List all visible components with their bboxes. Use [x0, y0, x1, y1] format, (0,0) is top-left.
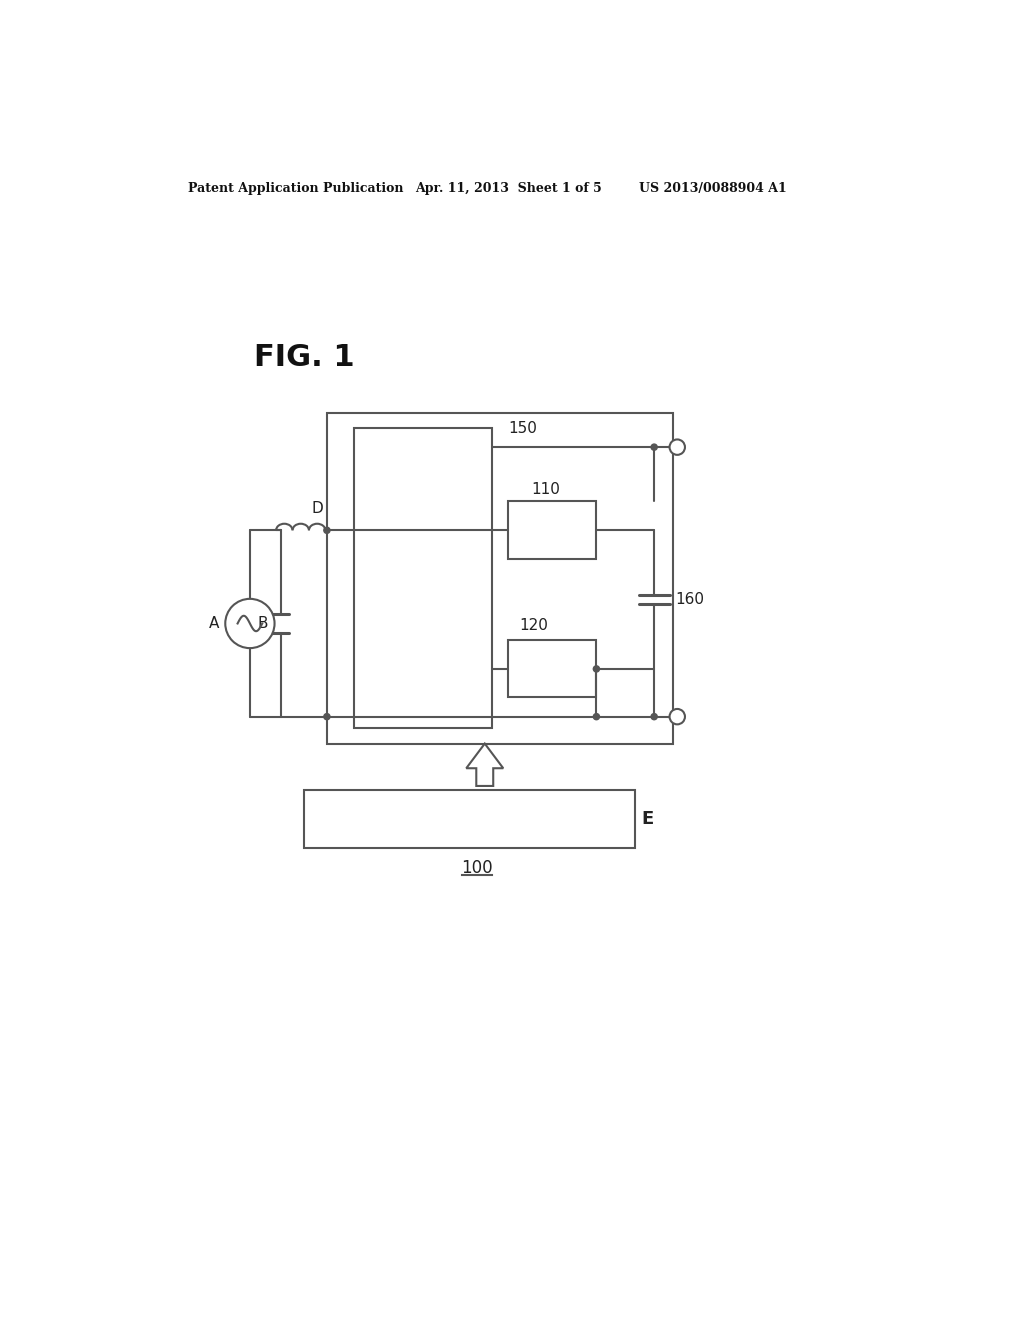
Circle shape: [593, 714, 599, 719]
Polygon shape: [466, 743, 503, 785]
Text: Patent Application Publication: Patent Application Publication: [188, 182, 403, 194]
Text: US 2013/0088904 A1: US 2013/0088904 A1: [639, 182, 786, 194]
Circle shape: [670, 709, 685, 725]
Circle shape: [324, 714, 330, 719]
Circle shape: [670, 440, 685, 455]
Circle shape: [225, 599, 274, 648]
Circle shape: [593, 665, 599, 672]
Bar: [508, 502, 596, 558]
Bar: [354, 428, 493, 729]
Text: Apr. 11, 2013  Sheet 1 of 5: Apr. 11, 2013 Sheet 1 of 5: [416, 182, 602, 194]
Text: D: D: [311, 502, 324, 516]
Text: 110: 110: [531, 482, 560, 498]
Bar: [304, 789, 635, 847]
Text: 160: 160: [676, 593, 705, 607]
Text: B: B: [258, 616, 268, 631]
Bar: [327, 413, 674, 743]
Text: 150: 150: [508, 421, 537, 436]
Text: E: E: [641, 809, 653, 828]
Text: FIG. 1: FIG. 1: [254, 343, 354, 372]
Circle shape: [651, 714, 657, 719]
Bar: [508, 640, 596, 697]
Text: 120: 120: [519, 619, 548, 634]
Circle shape: [651, 444, 657, 450]
Text: 100: 100: [461, 859, 493, 876]
Circle shape: [324, 527, 330, 533]
Text: A: A: [209, 616, 219, 631]
